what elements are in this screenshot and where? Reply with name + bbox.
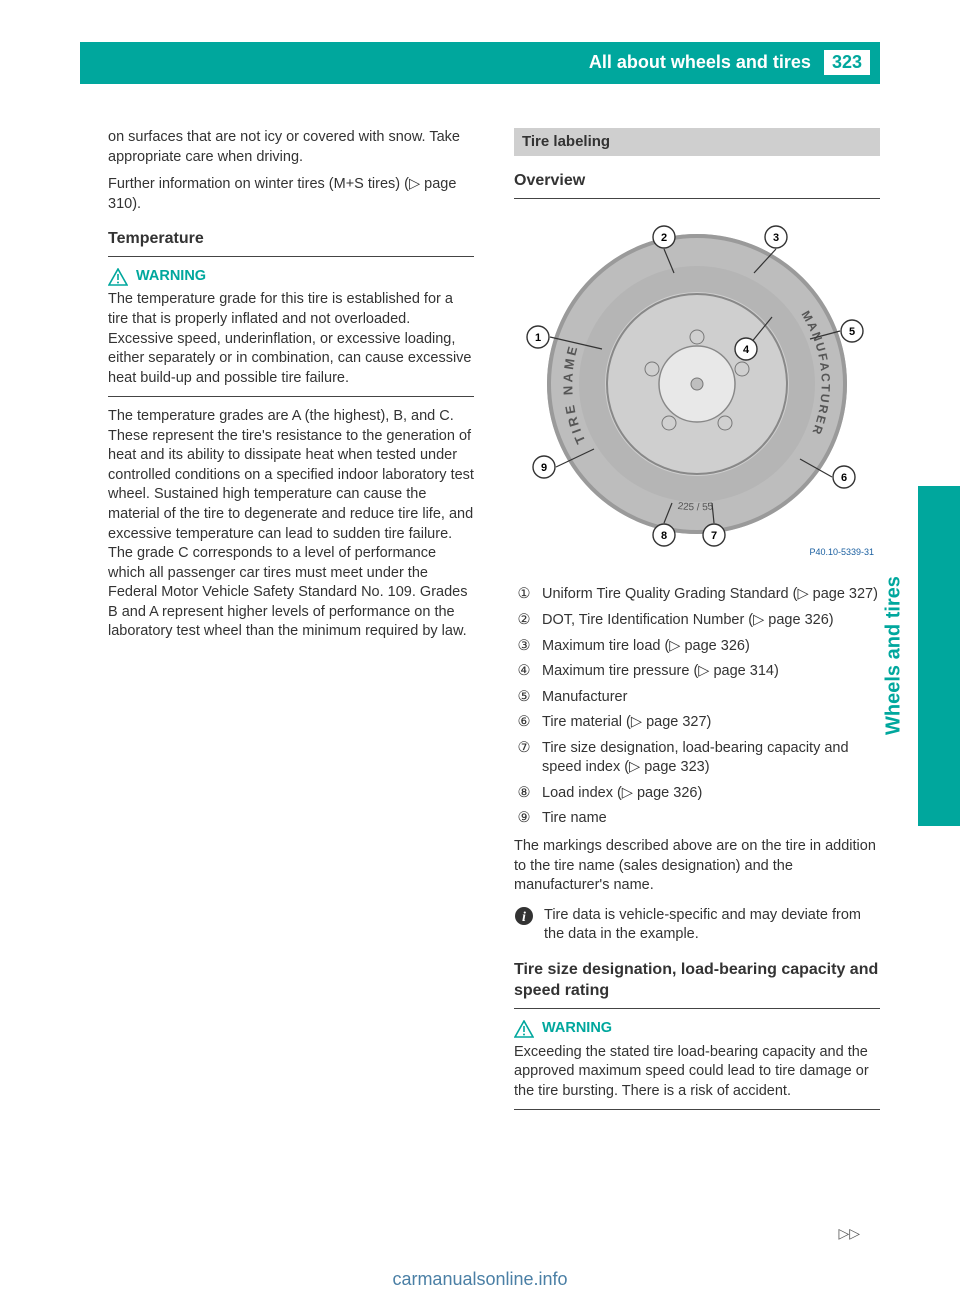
size-arc: 225 / 55 bbox=[677, 501, 714, 513]
overview-list: ① Uniform Tire Quality Grading Standard (… bbox=[514, 585, 880, 829]
list-text: Tire name bbox=[542, 809, 880, 829]
callout-number: 6 bbox=[841, 472, 847, 484]
callout-number: 4 bbox=[743, 344, 750, 356]
left-column: on surfaces that are not icy or covered … bbox=[108, 128, 474, 1120]
subsection-warning-text: Exceeding the stated tire load-bearing c… bbox=[514, 1043, 880, 1102]
divider bbox=[514, 198, 880, 199]
svg-text:225 / 55: 225 / 55 bbox=[677, 501, 714, 513]
divider bbox=[108, 256, 474, 257]
warning-triangle-icon bbox=[108, 268, 128, 286]
divider bbox=[514, 1109, 880, 1110]
list-item: ② DOT, Tire Identification Number (▷ page… bbox=[514, 611, 880, 631]
warning-label-2: WARNING bbox=[542, 1019, 612, 1039]
list-text: Tire size designation, load-bearing capa… bbox=[542, 739, 880, 778]
callout-number: 3 bbox=[773, 232, 779, 244]
list-item: ④ Maximum tire pressure (▷ page 314) bbox=[514, 662, 880, 682]
list-marker: ⑧ bbox=[514, 784, 534, 804]
continue-indicator: ▷▷ bbox=[838, 1225, 860, 1242]
callout-number: 8 bbox=[661, 530, 667, 542]
tire-figure: TIRE NAME MANUFACTURER 225 / 55 bbox=[514, 209, 880, 559]
page: All about wheels and tires 323 Wheels an… bbox=[0, 0, 960, 1302]
list-text: Maximum tire pressure (▷ page 314) bbox=[542, 662, 880, 682]
list-marker: ④ bbox=[514, 662, 534, 682]
list-item: ③ Maximum tire load (▷ page 326) bbox=[514, 637, 880, 657]
callout-number: 1 bbox=[535, 332, 541, 344]
intro-paragraph-2: Further information on winter tires (M+S… bbox=[108, 175, 474, 214]
list-text: Uniform Tire Quality Grading Standard (▷… bbox=[542, 585, 880, 605]
list-item: ⑥ Tire material (▷ page 327) bbox=[514, 713, 880, 733]
list-marker: ③ bbox=[514, 637, 534, 657]
header-page-number: 323 bbox=[824, 50, 870, 75]
warning-block: WARNING bbox=[108, 267, 474, 287]
warning-block-2: WARNING bbox=[514, 1019, 880, 1039]
list-text: DOT, Tire Identification Number (▷ page … bbox=[542, 611, 880, 631]
svg-text:i: i bbox=[522, 910, 526, 925]
callout-number: 9 bbox=[541, 462, 547, 474]
list-item: ⑤ Manufacturer bbox=[514, 688, 880, 708]
header-text: All about wheels and tires 323 bbox=[589, 50, 870, 75]
divider bbox=[514, 1008, 880, 1009]
divider bbox=[108, 396, 474, 397]
callout-number: 7 bbox=[711, 530, 717, 542]
side-tab-bar bbox=[918, 486, 960, 826]
list-text: Manufacturer bbox=[542, 688, 880, 708]
right-column: Tire labeling Overview bbox=[514, 128, 880, 1120]
temperature-heading: Temperature bbox=[108, 228, 474, 250]
list-marker: ⑤ bbox=[514, 688, 534, 708]
info-note-text: Tire data is vehicle-specific and may de… bbox=[544, 906, 880, 945]
list-marker: ⑥ bbox=[514, 713, 534, 733]
overview-heading: Overview bbox=[514, 170, 880, 192]
subsection-heading: Tire size designation, load-bearing capa… bbox=[514, 959, 880, 1002]
callout-number: 5 bbox=[849, 326, 855, 338]
callout-number: 2 bbox=[661, 232, 667, 244]
temperature-body: The temperature grades are A (the highes… bbox=[108, 407, 474, 642]
section-bar: Tire labeling bbox=[514, 128, 880, 156]
info-icon: i bbox=[514, 906, 534, 926]
list-marker: ⑦ bbox=[514, 739, 534, 778]
list-marker: ⑨ bbox=[514, 809, 534, 829]
list-item: ⑦Tire size designation, load-bearing cap… bbox=[514, 739, 880, 778]
info-note-row: i Tire data is vehicle-specific and may … bbox=[514, 906, 880, 945]
header-section-title: All about wheels and tires bbox=[589, 52, 811, 72]
side-tab-label: Wheels and tires bbox=[880, 486, 908, 826]
figure-code: P40.10-5339-31 bbox=[809, 547, 874, 557]
list-item: ⑧ Load index (▷ page 326) bbox=[514, 784, 880, 804]
list-text: Load index (▷ page 326) bbox=[542, 784, 880, 804]
footer-url: carmanualsonline.info bbox=[0, 1269, 960, 1290]
list-text: Maximum tire load (▷ page 326) bbox=[542, 637, 880, 657]
content-columns: on surfaces that are not icy or covered … bbox=[108, 128, 880, 1120]
warning-label: WARNING bbox=[136, 267, 206, 287]
intro-paragraph-1: on surfaces that are not icy or covered … bbox=[108, 128, 474, 167]
list-item: ① Uniform Tire Quality Grading Standard (… bbox=[514, 585, 880, 605]
list-marker: ① bbox=[514, 585, 534, 605]
temperature-warning-text: The temperature grade for this tire is e… bbox=[108, 290, 474, 388]
list-marker: ② bbox=[514, 611, 534, 631]
markings-note: The markings described above are on the … bbox=[514, 837, 880, 896]
list-item: ⑨ Tire name bbox=[514, 809, 880, 829]
list-text: Tire material (▷ page 327) bbox=[542, 713, 880, 733]
warning-triangle-icon bbox=[514, 1020, 534, 1038]
